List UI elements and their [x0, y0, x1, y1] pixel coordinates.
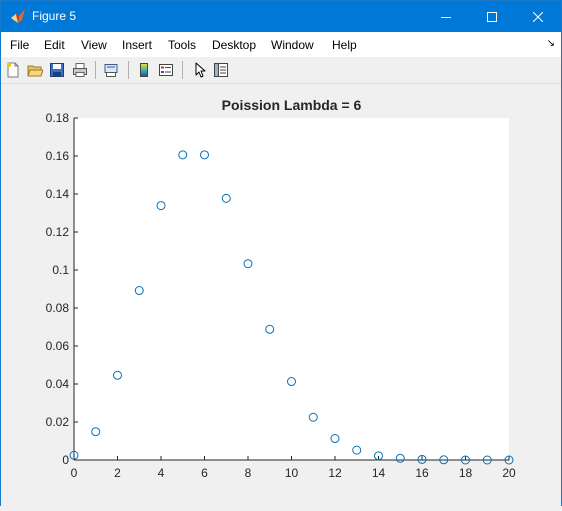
window-title: Figure 5 [32, 9, 77, 23]
menu-insert[interactable]: Insert [122, 38, 153, 52]
y-tick-label: 0.1 [52, 263, 69, 277]
y-tick-label: 0 [62, 453, 69, 467]
printer-icon [73, 63, 87, 77]
plot-tools-icon [214, 63, 228, 77]
toolbar-separator [182, 61, 183, 79]
menu-help[interactable]: Help [332, 38, 357, 52]
insert-colorbar-button[interactable] [134, 60, 154, 80]
x-tick-label: 4 [158, 466, 165, 480]
open-file-button[interactable] [25, 60, 45, 80]
save-button[interactable] [47, 60, 67, 80]
maximize-icon [487, 11, 497, 22]
scatter-plot[interactable]: Poission Lambda = 6 0 0.02 0.04 0.06 0.08 0.1… [1, 84, 561, 506]
x-tick-label: 14 [372, 466, 386, 480]
data-point [91, 427, 101, 437]
minimize-button[interactable] [423, 1, 469, 32]
print-preview-icon [104, 64, 118, 77]
close-button[interactable] [515, 1, 561, 32]
menu-edit[interactable]: Edit [44, 38, 65, 52]
x-tick-label: 6 [201, 466, 208, 480]
data-point [156, 201, 166, 211]
data-point [417, 454, 427, 464]
data-points [69, 150, 514, 465]
print-button[interactable] [70, 60, 90, 80]
matlab-logo-icon [11, 9, 25, 23]
x-tick-label: 12 [328, 466, 342, 480]
figure-toolbar [1, 57, 561, 84]
menu-window[interactable]: Window [271, 38, 314, 52]
data-point [482, 455, 492, 465]
data-point [374, 451, 383, 461]
x-tick-label: 2 [114, 466, 121, 480]
y-tick-label: 0.12 [46, 225, 70, 239]
save-disk-icon [50, 63, 64, 77]
menu-file[interactable]: File [10, 38, 30, 52]
y-tick-label: 0.14 [46, 187, 70, 201]
y-tick-label: 0.18 [46, 111, 70, 125]
colorbar-icon [140, 63, 148, 77]
data-point [352, 445, 362, 455]
y-tick-label: 0.16 [46, 149, 70, 163]
open-folder-icon [27, 65, 43, 77]
y-tick-label: 0.08 [46, 301, 70, 315]
x-axis-ticks: 0 2 4 6 8 10 12 14 16 18 20 [71, 456, 516, 480]
menu-desktop[interactable]: Desktop [212, 38, 257, 52]
x-tick-label: 20 [502, 466, 516, 480]
maximize-button[interactable] [469, 1, 515, 32]
y-tick-label: 0.04 [46, 377, 70, 391]
menu-tools[interactable]: Tools [168, 38, 197, 52]
data-point [308, 412, 318, 422]
y-tick-label: 0.02 [46, 415, 70, 429]
print-preview-button[interactable] [101, 60, 121, 80]
minimize-icon [441, 16, 451, 18]
data-point [221, 193, 231, 203]
x-tick-label: 16 [415, 466, 429, 480]
data-point [134, 286, 144, 296]
new-file-icon [6, 62, 19, 78]
new-figure-button[interactable] [3, 60, 23, 80]
data-point [395, 453, 405, 463]
x-tick-label: 18 [459, 466, 473, 480]
y-axis-ticks: 0 0.02 0.04 0.06 0.08 0.1 0.12 0.14 0.16 0.18 [46, 111, 78, 467]
data-point [243, 259, 253, 269]
x-tick-label: 8 [245, 466, 252, 480]
data-point [265, 324, 275, 334]
title-bar[interactable]: Figure 5 [1, 1, 561, 32]
axes-background [74, 118, 509, 460]
menu-view[interactable]: View [81, 38, 107, 52]
toolbar-separator [95, 61, 96, 79]
data-point [330, 434, 340, 444]
data-point [200, 150, 209, 160]
figure-canvas: Poission Lambda = 6 0 0.02 0.04 0.06 0.08 0.1… [1, 84, 561, 506]
insert-legend-button[interactable] [156, 60, 176, 80]
toolbar-separator [128, 61, 129, 79]
data-point [461, 455, 470, 465]
menu-bar: File Edit View Insert Tools Desktop Wind… [1, 32, 561, 57]
x-tick-label: 0 [71, 466, 78, 480]
close-icon [533, 11, 543, 22]
data-point [504, 455, 514, 465]
data-point [287, 377, 296, 387]
x-tick-label: 10 [285, 466, 299, 480]
y-tick-label: 0.06 [46, 339, 70, 353]
data-point [113, 370, 122, 380]
chart-title: Poission Lambda = 6 [222, 97, 362, 113]
edit-plot-button[interactable] [189, 60, 209, 80]
data-point [178, 150, 188, 160]
data-point [69, 450, 79, 460]
show-plot-tools-button[interactable] [211, 60, 231, 80]
data-point [439, 455, 449, 465]
legend-icon [159, 64, 173, 76]
pointer-arrow-icon [195, 62, 206, 78]
dock-arrow-icon[interactable]: ↘ [546, 38, 555, 49]
